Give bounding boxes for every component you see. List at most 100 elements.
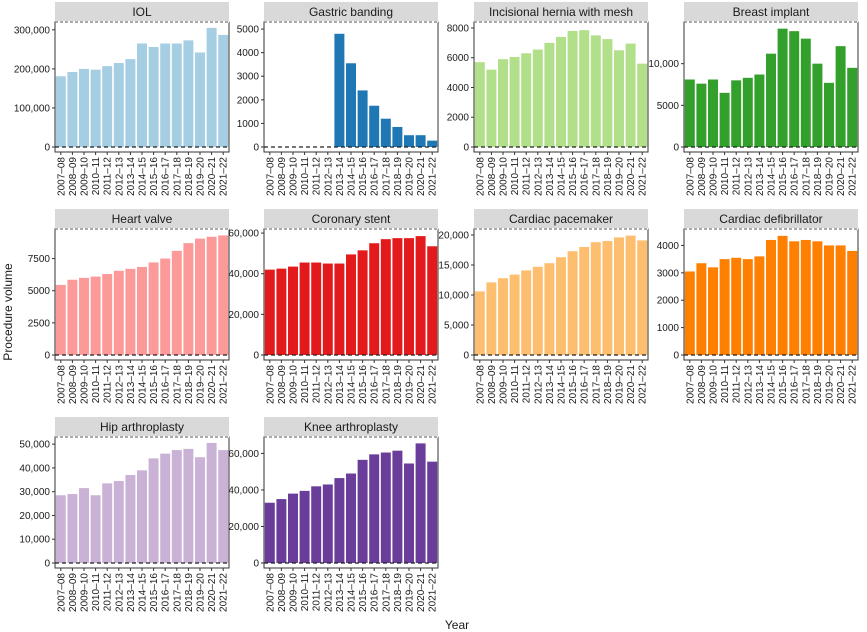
x-tick-label: 2016–17 <box>161 157 172 196</box>
y-tick-label: 2000 <box>447 113 470 124</box>
x-tick-label: 2009–10 <box>289 573 300 612</box>
x-tick-label: 2013–14 <box>335 157 346 196</box>
x-tick-label: 2021–22 <box>219 573 230 612</box>
bar-2010–11 <box>719 92 730 147</box>
panel-strip <box>474 2 648 21</box>
bar-2017–18 <box>380 118 391 147</box>
x-tick-label: 2018–19 <box>393 365 404 404</box>
bar-2007–08 <box>264 269 275 355</box>
x-tick-label: 2009–10 <box>80 573 91 612</box>
bar-2017–18 <box>171 250 182 355</box>
x-tick-label: 2010–11 <box>300 573 311 612</box>
panel-incisional-hernia-with-mesh: Incisional hernia with mesh 0 2000 4000 6000… <box>447 2 649 196</box>
x-tick-label: 2008–09 <box>277 157 288 196</box>
y-tick-label: 8000 <box>447 23 470 34</box>
bar-2021–22 <box>427 461 438 563</box>
x-tick-label: 2019–20 <box>196 157 207 196</box>
x-tick-label: 2012–13 <box>114 157 125 196</box>
x-tick-label: 2016–17 <box>580 157 591 196</box>
y-tick-label: 10,000 <box>648 59 679 70</box>
x-tick-label: 2011–12 <box>732 365 743 404</box>
x-tick-label: 2018–19 <box>184 573 195 612</box>
bar-2010–11 <box>299 490 310 563</box>
bar-2012–13 <box>532 266 543 355</box>
y-tick-label: 2500 <box>28 318 51 329</box>
x-tick-label: 2009–10 <box>289 365 300 404</box>
bar-2011–12 <box>311 262 322 355</box>
bar-2012–13 <box>113 480 124 563</box>
bar-2016–17 <box>160 453 171 563</box>
panel-strip <box>684 2 858 21</box>
x-tick-label: 2014–15 <box>138 573 149 612</box>
bar-2012–13 <box>322 263 333 355</box>
y-tick-label: 100,000 <box>14 103 51 114</box>
bar-2018–19 <box>183 448 194 563</box>
x-tick-label: 2011–12 <box>103 157 114 196</box>
bar-2018–19 <box>183 243 194 355</box>
x-tick-label: 2019–20 <box>405 573 416 612</box>
x-tick-label: 2012–13 <box>323 573 334 612</box>
x-tick-label: 2009–10 <box>80 365 91 404</box>
bar-2007–08 <box>55 495 66 563</box>
bar-2018–19 <box>392 238 403 355</box>
x-tick-label: 2016–17 <box>790 157 801 196</box>
bar-2020–21 <box>415 443 426 563</box>
x-axis-title: Year <box>445 618 469 632</box>
panel-coronary-stent: Coronary stent 0 20,000 40,000 60,000 2007–08… <box>228 209 439 404</box>
y-tick-label: 30,000 <box>19 487 50 498</box>
panel-gastric-banding: Gastric banding 0 1000 2000 3000 4000 5000 2007… <box>237 2 439 196</box>
y-tick-label: 0 <box>673 143 679 154</box>
bar-2018–19 <box>602 39 613 147</box>
bar-2007–08 <box>684 271 695 355</box>
y-tick-label: 4000 <box>657 241 680 252</box>
x-tick-label: 2012–13 <box>533 157 544 196</box>
x-tick-label: 2015–16 <box>568 157 579 196</box>
x-tick-label: 2007–08 <box>475 157 486 196</box>
x-tick-label: 2016–17 <box>370 157 381 196</box>
x-tick-label: 2015–16 <box>149 365 160 404</box>
panel-title: Heart valve <box>112 212 173 226</box>
x-tick-label: 2013–14 <box>126 573 137 612</box>
bar-2020–21 <box>625 43 636 148</box>
bar-2013–14 <box>125 268 136 355</box>
panel-cardiac-pacemaker: Cardiac pacemaker 0 5,000 10,000 15,000 20,00… <box>438 209 649 404</box>
bar-2018–19 <box>812 63 823 147</box>
bar-2018–19 <box>392 450 403 563</box>
bar-2009–10 <box>708 267 718 355</box>
x-tick-label: 2012–13 <box>323 365 334 404</box>
x-tick-label: 2015–16 <box>568 365 579 404</box>
x-tick-label: 2013–14 <box>335 573 346 612</box>
x-tick-label: 2016–17 <box>161 365 172 404</box>
bar-2007–08 <box>264 502 275 563</box>
bar-2013–14 <box>334 33 345 148</box>
bar-2016–17 <box>369 105 380 147</box>
bar-2009–10 <box>79 277 89 355</box>
bar-2020–21 <box>625 235 636 355</box>
x-tick-label: 2017–18 <box>172 573 183 612</box>
x-tick-label: 2017–18 <box>801 157 812 196</box>
bar-2021–22 <box>218 34 229 147</box>
x-tick-label: 2008–09 <box>277 365 288 404</box>
x-tick-label: 2010–11 <box>300 365 311 404</box>
x-tick-label: 2015–16 <box>778 365 789 404</box>
x-tick-label: 2009–10 <box>499 365 510 404</box>
x-tick-label: 2019–20 <box>405 365 416 404</box>
x-tick-label: 2010–11 <box>510 365 521 404</box>
x-tick-label: 2019–20 <box>196 573 207 612</box>
x-tick-label: 2017–18 <box>591 157 602 196</box>
bar-2013–14 <box>544 263 555 355</box>
y-tick-label: 0 <box>673 351 679 362</box>
y-tick-label: 4000 <box>237 48 260 59</box>
panel-strip <box>474 209 648 228</box>
y-tick-label: 40,000 <box>228 485 259 496</box>
panel-title: Coronary stent <box>312 212 391 226</box>
x-tick-label: 2010–11 <box>720 365 731 404</box>
panel-strip <box>264 417 438 436</box>
x-tick-label: 2015–16 <box>149 573 160 612</box>
x-tick-label: 2018–19 <box>393 573 404 612</box>
x-tick-label: 2019–20 <box>825 157 836 196</box>
bar-2021–22 <box>637 240 648 355</box>
panel-strip <box>264 2 438 21</box>
